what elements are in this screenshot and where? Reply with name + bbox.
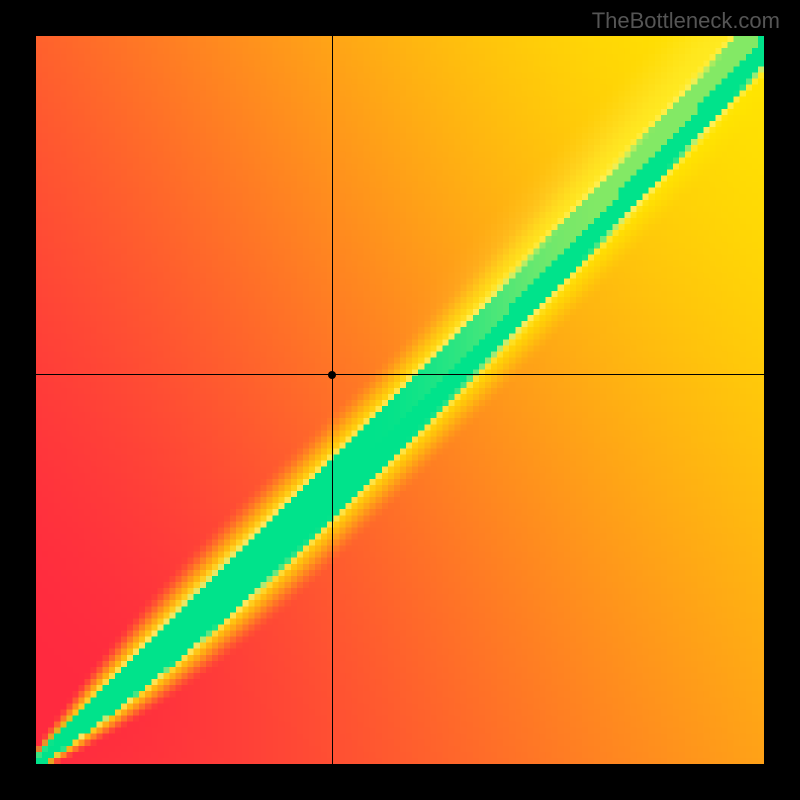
heatmap-canvas (36, 36, 764, 764)
chart-stage: TheBottleneck.com (0, 0, 800, 800)
watermark-text: TheBottleneck.com (592, 8, 780, 34)
